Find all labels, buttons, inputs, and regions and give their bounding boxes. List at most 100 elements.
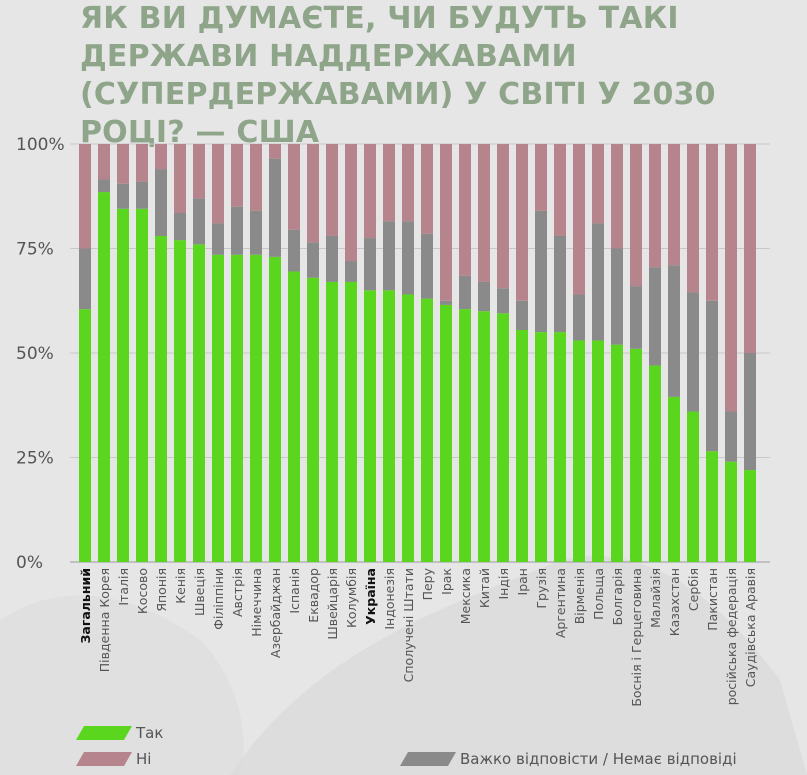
x-tick-label: Загальний	[78, 568, 93, 644]
bar-no	[649, 144, 661, 268]
bar-no	[155, 144, 167, 170]
x-tick-label: Косово	[135, 568, 150, 614]
bar-dont_know	[250, 210, 262, 255]
bar-dont_know	[611, 248, 623, 345]
bar-dont_know	[155, 169, 167, 236]
x-tick-label: Мексика	[458, 568, 473, 624]
x-tick-label: Південна Корея	[97, 568, 112, 672]
bar-yes	[231, 254, 243, 562]
bar-dont_know	[516, 300, 528, 331]
bar-dont_know	[725, 411, 737, 462]
bar-dont_know	[592, 223, 604, 341]
x-tick-label: Саудівська Аравія	[743, 568, 758, 687]
bar-dont_know	[79, 248, 91, 310]
bar-no	[706, 144, 718, 301]
x-tick-label: Малайзія	[648, 568, 663, 628]
y-tick-label: 75%	[16, 240, 54, 260]
x-tick-label: Пакистан	[705, 568, 720, 631]
bar-yes	[79, 309, 91, 562]
bar-no	[250, 144, 262, 211]
x-tick-label: Азербайджан	[268, 568, 283, 658]
bar-dont_know	[326, 235, 338, 282]
bar-no	[592, 144, 604, 224]
bar-yes	[307, 277, 319, 562]
bars	[79, 144, 756, 563]
y-axis-tick-labels: 0% 25% 50% 75% 100%	[16, 135, 65, 573]
bar-yes	[193, 244, 205, 562]
bar-yes	[383, 290, 395, 562]
bar-no	[554, 144, 566, 236]
x-tick-label: Еквадор	[306, 568, 321, 623]
bar-no	[98, 144, 110, 180]
bar-dont_know	[212, 223, 224, 255]
bar-dont_know	[421, 233, 433, 299]
bar-yes	[288, 271, 300, 562]
bar-dont_know	[668, 265, 680, 397]
bar-yes	[421, 298, 433, 562]
bar-no	[212, 144, 224, 224]
x-tick-label: Італія	[116, 568, 131, 606]
x-tick-label: Ірак	[439, 568, 454, 595]
y-tick-label: 0%	[16, 553, 43, 573]
bar-dont_know	[136, 181, 148, 209]
x-tick-label: Україна	[363, 568, 378, 625]
bar-no	[193, 144, 205, 199]
bar-no	[497, 144, 509, 289]
bar-no	[117, 144, 129, 184]
bar-no	[326, 144, 338, 236]
bar-yes	[630, 348, 642, 562]
x-tick-label: Казахстан	[667, 568, 682, 636]
bar-dont_know	[630, 286, 642, 349]
bar-dont_know	[687, 292, 699, 412]
bar-dont_know	[231, 206, 243, 255]
bar-dont_know	[440, 300, 452, 305]
bar-yes	[364, 290, 376, 562]
legend-label-yes: Так	[136, 724, 164, 742]
bar-no	[668, 144, 680, 266]
x-tick-label: Іспанія	[287, 568, 302, 614]
bar-dont_know	[269, 158, 281, 257]
bar-dont_know	[478, 281, 490, 312]
bar-no	[174, 144, 186, 213]
bar-dont_know	[364, 238, 376, 291]
bar-yes	[440, 304, 452, 562]
y-tick-label: 50%	[16, 344, 54, 364]
legend-swatch-dont-know	[400, 752, 456, 766]
bar-yes	[155, 235, 167, 562]
x-tick-label: Боснія і Герцеговина	[629, 568, 644, 707]
bar-yes	[250, 254, 262, 562]
x-tick-label: Іран	[515, 568, 530, 595]
bar-yes	[497, 313, 509, 562]
bar-no	[307, 144, 319, 243]
bar-yes	[611, 344, 623, 562]
x-tick-label: Сербія	[686, 568, 701, 611]
x-tick-label: Китай	[477, 568, 492, 608]
bar-no	[383, 144, 395, 222]
bar-dont_know	[402, 221, 414, 295]
x-tick-label: Перу	[420, 567, 435, 600]
bar-yes	[174, 240, 186, 562]
bar-yes	[516, 330, 528, 562]
bar-no	[687, 144, 699, 293]
x-tick-label: Японія	[154, 568, 169, 612]
bar-yes	[459, 309, 471, 562]
bar-yes	[402, 294, 414, 562]
bar-dont_know	[554, 235, 566, 333]
bar-no	[269, 144, 281, 159]
bar-yes	[478, 311, 490, 562]
bar-dont_know	[573, 294, 585, 341]
bar-yes	[668, 396, 680, 562]
bar-yes	[744, 470, 756, 562]
legend-label-no: Ні	[136, 750, 152, 768]
bar-yes	[573, 340, 585, 562]
bar-yes	[554, 332, 566, 562]
bar-dont_know	[535, 210, 547, 333]
bar-no	[725, 144, 737, 412]
x-tick-label: Сполучені Штати	[401, 568, 416, 682]
bar-dont_know	[345, 261, 357, 282]
bar-yes	[117, 208, 129, 563]
x-tick-label: російська федерація	[724, 568, 739, 705]
bar-yes	[687, 411, 699, 562]
bar-yes	[212, 254, 224, 562]
